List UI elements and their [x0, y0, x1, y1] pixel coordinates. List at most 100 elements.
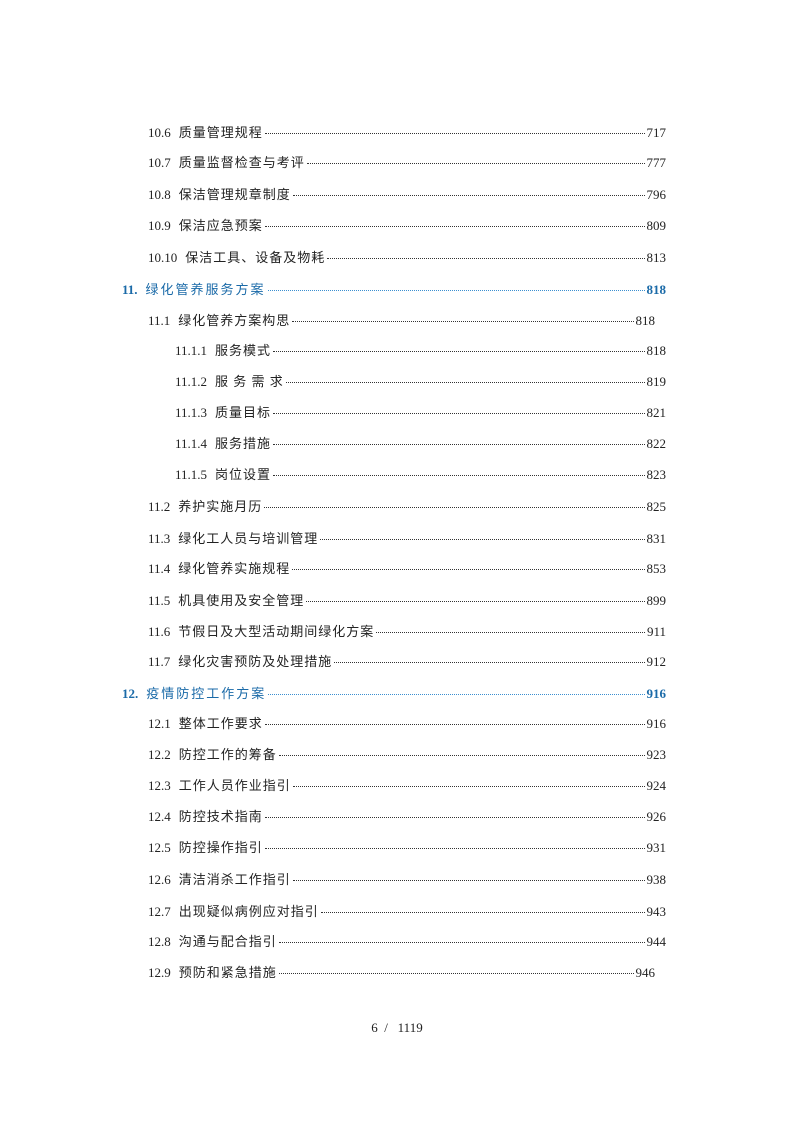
- dot-leader: [292, 786, 645, 787]
- dot-leader: [268, 694, 645, 695]
- dot-leader: [292, 195, 645, 196]
- entry-title: 保洁应急预案: [178, 218, 263, 233]
- entry-number: 11.1.5: [175, 467, 208, 482]
- entry-title: 岗位设置: [215, 467, 272, 482]
- dot-leader: [278, 973, 634, 974]
- toc-entry[interactable]: 12.2 防控工作的筹备 923: [148, 747, 666, 763]
- toc-entry[interactable]: 11.5 机具使用及安全管理 899: [148, 593, 666, 609]
- dot-leader: [320, 912, 645, 913]
- entry-page-number: 818: [646, 282, 667, 297]
- entry-page-number: 831: [646, 531, 667, 546]
- dot-leader: [292, 880, 645, 881]
- entry-page-number: 813: [646, 250, 667, 265]
- entry-page-number: 943: [646, 904, 667, 919]
- dot-leader: [264, 133, 645, 134]
- page-footer: 6 / 1119: [0, 1020, 794, 1036]
- toc-entry[interactable]: 12.3 工作人员作业指引 924: [148, 778, 666, 794]
- entry-number: 11.1.2: [175, 374, 208, 389]
- entry-page-number: 777: [646, 155, 667, 170]
- dot-leader: [320, 539, 645, 540]
- toc-entry[interactable]: 11.1.1 服务模式 818: [175, 343, 666, 359]
- entry-page-number: 912: [646, 654, 667, 669]
- toc-entry[interactable]: 11.6 节假日及大型活动期间绿化方案 911: [148, 624, 666, 640]
- toc-chapter-entry[interactable]: 11. 绿化管养服务方案 818: [122, 282, 666, 298]
- entry-number: 11.7: [148, 654, 171, 669]
- entry-title: 养护实施月历: [178, 499, 263, 514]
- entry-number: 11.1: [148, 313, 171, 328]
- dot-leader: [306, 601, 645, 602]
- toc-entry[interactable]: 12.4 防控技术指南 926: [148, 809, 666, 825]
- entry-title: 机具使用及安全管理: [178, 593, 305, 608]
- entry-title: 出现疑似病例应对指引: [178, 904, 319, 919]
- toc-entry[interactable]: 10.6 质量管理规程 717: [148, 125, 666, 141]
- toc-entry[interactable]: 10.7 质量监督检查与考评 777: [148, 155, 666, 171]
- entry-title: 质量目标: [215, 405, 272, 420]
- toc-entry[interactable]: 12.8 沟通与配合指引 944: [148, 934, 666, 950]
- toc-entry[interactable]: 11.1 绿化管养方案构思 818: [148, 313, 655, 329]
- dot-leader: [264, 817, 645, 818]
- entry-page-number: 796: [646, 187, 667, 202]
- entry-page-number: 916: [646, 686, 667, 701]
- dot-leader: [285, 382, 645, 383]
- entry-page-number: 819: [646, 374, 667, 389]
- entry-number: 12.1: [148, 716, 171, 731]
- entry-number: 12.3: [148, 778, 171, 793]
- toc-entry[interactable]: 11.4 绿化管养实施规程 853: [148, 561, 666, 577]
- dot-leader: [278, 942, 645, 943]
- entry-number: 11.3: [148, 531, 171, 546]
- entry-number: 10.6: [148, 125, 171, 140]
- entry-page-number: 818: [646, 343, 667, 358]
- entry-number: 12.9: [148, 965, 171, 980]
- entry-title: 质量管理规程: [178, 125, 263, 140]
- entry-number: 12.7: [148, 904, 171, 919]
- entry-page-number: 821: [646, 405, 667, 420]
- entry-title: 预防和紧急措施: [178, 965, 277, 980]
- toc-entry[interactable]: 12.9 预防和紧急措施 946: [148, 965, 655, 981]
- toc-entry[interactable]: 12.6 清洁消杀工作指引 938: [148, 872, 666, 888]
- entry-title: 工作人员作业指引: [178, 778, 291, 793]
- toc-chapter-entry[interactable]: 12. 疫情防控工作方案 916: [122, 686, 666, 702]
- entry-page-number: 938: [646, 872, 667, 887]
- entry-number: 11.1.1: [175, 343, 208, 358]
- toc-entry[interactable]: 12.5 防控操作指引 931: [148, 840, 666, 856]
- dot-leader: [334, 662, 645, 663]
- entry-title: 质量监督检查与考评: [178, 155, 305, 170]
- entry-number: 12.2: [148, 747, 171, 762]
- entry-page-number: 916: [646, 716, 667, 731]
- toc-entry[interactable]: 12.7 出现疑似病例应对指引 943: [148, 904, 666, 920]
- dot-leader: [273, 413, 645, 414]
- entry-page-number: 926: [646, 809, 667, 824]
- toc-entry[interactable]: 10.8 保洁管理规章制度 796: [148, 187, 666, 203]
- entry-title: 疫情防控工作方案: [146, 686, 267, 701]
- entry-title: 保洁工具、设备及物耗: [185, 250, 326, 265]
- toc-entry[interactable]: 11.1.3 质量目标 821: [175, 405, 666, 421]
- entry-number: 10.8: [148, 187, 171, 202]
- entry-number: 11.6: [148, 624, 171, 639]
- toc-entry[interactable]: 11.1.4 服务措施 822: [175, 436, 666, 452]
- entry-title: 服务措施: [215, 436, 272, 451]
- toc-entry[interactable]: 11.2 养护实施月历 825: [148, 499, 666, 515]
- toc-entry[interactable]: 10.9 保洁应急预案 809: [148, 218, 666, 234]
- entry-number: 10.7: [148, 155, 171, 170]
- entry-page-number: 924: [646, 778, 667, 793]
- entry-title: 防控技术指南: [178, 809, 263, 824]
- toc-entry[interactable]: 12.1 整体工作要求 916: [148, 716, 666, 732]
- entry-number: 12.4: [148, 809, 171, 824]
- entry-number: 11.4: [148, 561, 171, 576]
- toc-entry[interactable]: 10.10 保洁工具、设备及物耗 813: [148, 250, 666, 266]
- toc-entry[interactable]: 11.1.2 服 务 需 求 819: [175, 374, 666, 390]
- toc-entry[interactable]: 11.1.5 岗位设置 823: [175, 467, 666, 483]
- entry-title: 绿化工人员与培训管理: [178, 531, 319, 546]
- entry-page-number: 825: [646, 499, 667, 514]
- page-separator: /: [384, 1020, 388, 1035]
- toc-entry[interactable]: 11.3 绿化工人员与培训管理 831: [148, 531, 666, 547]
- entry-title: 服务模式: [215, 343, 272, 358]
- entry-number: 12.: [122, 686, 139, 701]
- dot-leader: [264, 848, 645, 849]
- total-pages: 1119: [397, 1020, 423, 1035]
- entry-page-number: 911: [646, 624, 666, 639]
- toc-entry[interactable]: 11.7 绿化灾害预防及处理措施 912: [148, 654, 666, 670]
- entry-title: 防控工作的筹备: [178, 747, 277, 762]
- dot-leader: [264, 724, 645, 725]
- entry-page-number: 823: [646, 467, 667, 482]
